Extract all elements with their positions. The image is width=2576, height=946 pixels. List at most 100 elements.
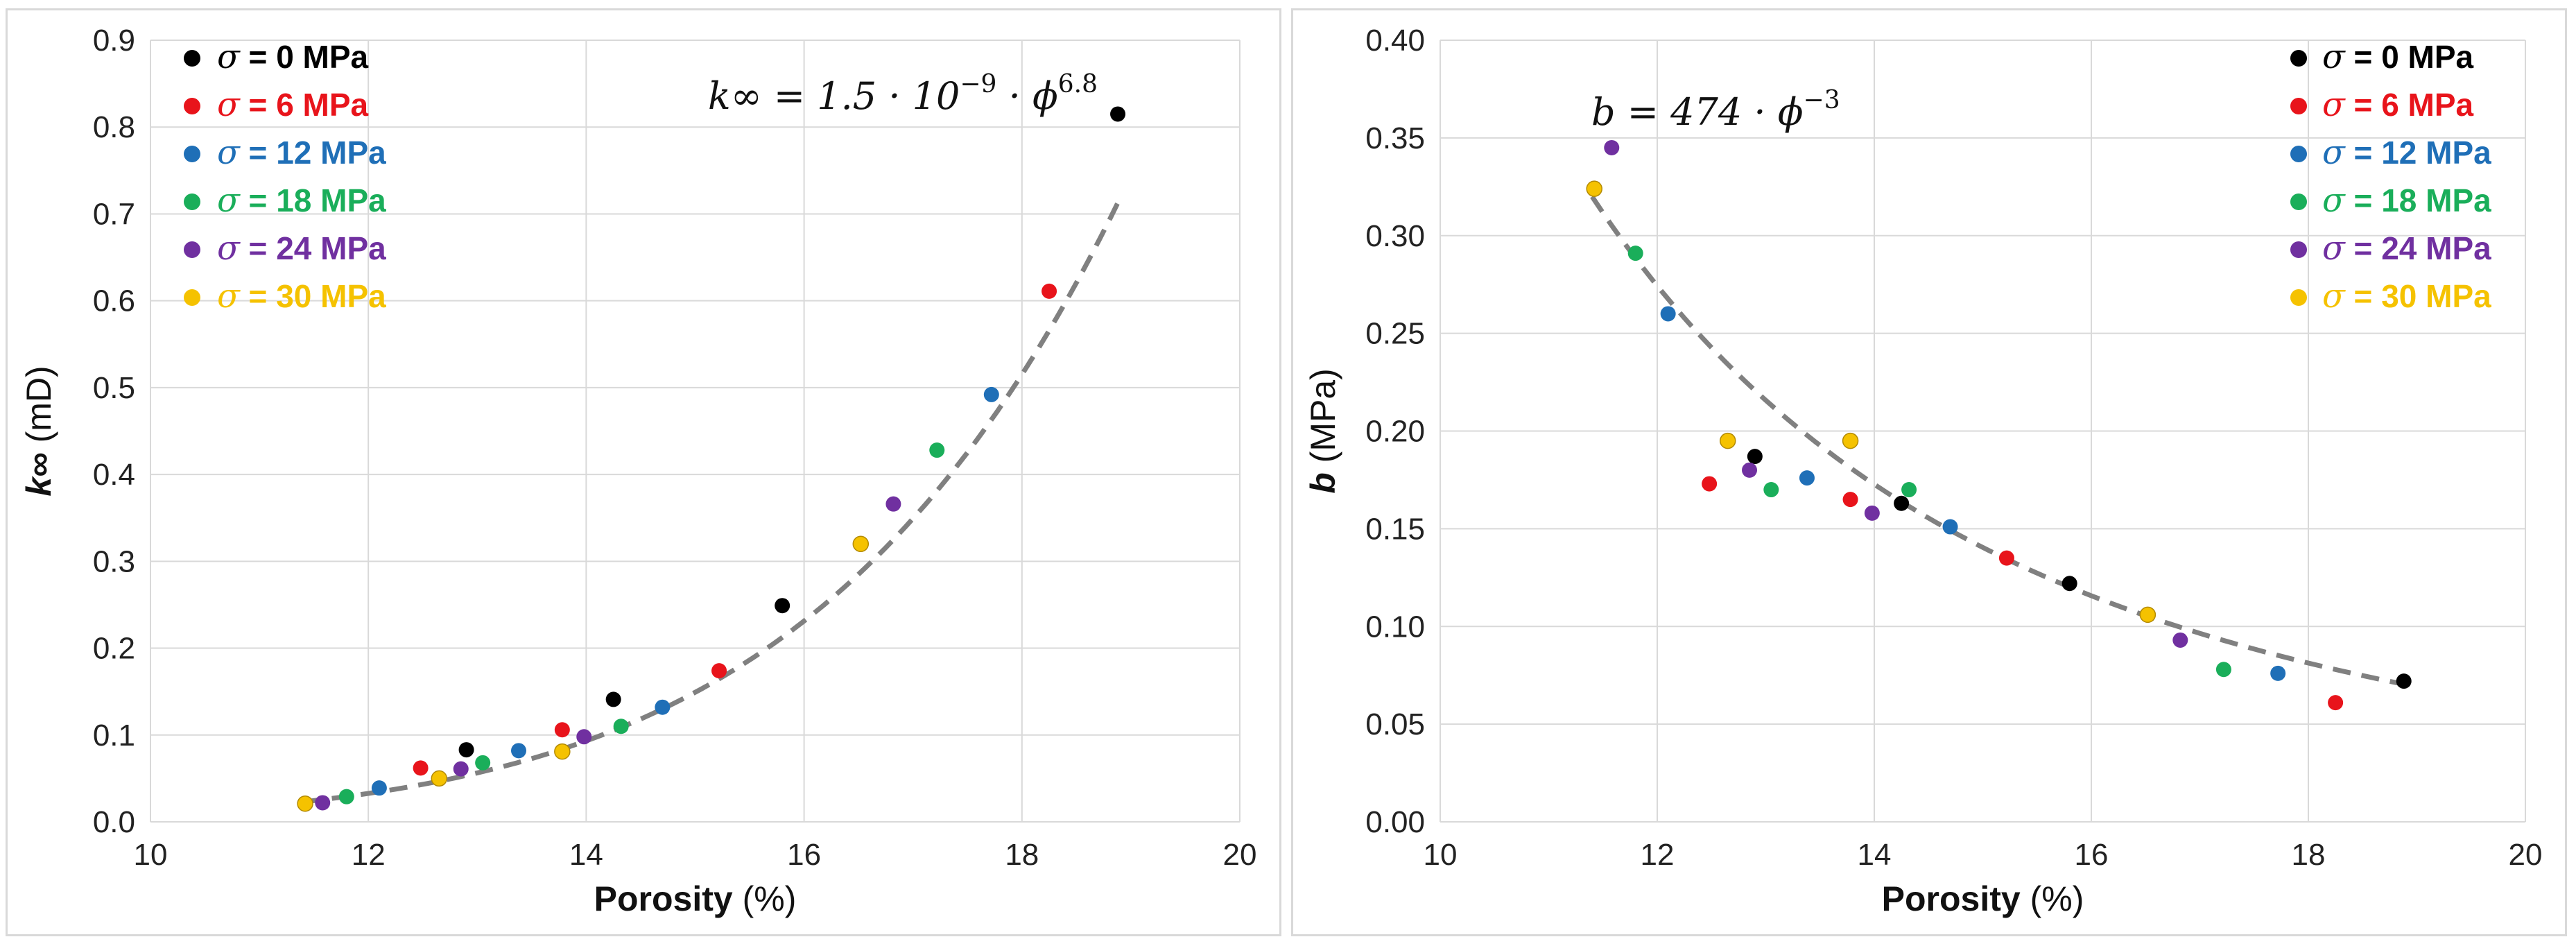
data-point (453, 761, 469, 777)
data-point (1763, 482, 1779, 498)
x-tick-label: 18 (2292, 838, 2326, 872)
y-axis-title-main: k∞ (19, 452, 58, 496)
data-point (1110, 106, 1126, 122)
data-point (2396, 673, 2412, 689)
legend-marker (184, 98, 200, 114)
legend-label: = 30 MPa (240, 278, 386, 314)
x-axis-title: Porosity (%) (594, 879, 797, 918)
legend-label: = 24 MPa (2345, 230, 2491, 266)
data-point (2328, 695, 2344, 711)
y-tick-label: 0.40 (1365, 24, 1425, 58)
legend-entry: σ = 12 MPa (2322, 133, 2491, 172)
chart-panel-permeability: 10 12 14 16 18 20 0.0 0.1 0.2 0.3 0.4 0.5 0.6 0.7 0.8 0… (6, 8, 1281, 936)
legend-entry: σ = 6 MPa (217, 85, 369, 124)
y-tick-label: 0.10 (1365, 610, 1425, 644)
data-point (2061, 576, 2077, 592)
data-point (613, 719, 629, 734)
x-tick-label: 18 (1005, 838, 1039, 872)
x-axis-title-unit: (%) (2021, 879, 2084, 918)
x-tick-label: 20 (1223, 838, 1257, 872)
data-point (1894, 495, 1910, 511)
series-5 (297, 535, 870, 812)
data-point (554, 743, 571, 760)
x-tick-label: 12 (352, 838, 386, 872)
legend-sigma: σ (2322, 181, 2346, 220)
data-point (413, 760, 429, 776)
data-point (2215, 662, 2231, 678)
x-tick-label: 12 (1641, 838, 1675, 872)
legend-sigma: σ (2322, 37, 2346, 76)
y-tick-label: 0.35 (1365, 121, 1425, 155)
legend-marker (184, 289, 200, 306)
legend-marker (2290, 98, 2307, 114)
x-tick-label: 16 (787, 838, 821, 872)
data-point (1586, 180, 1602, 197)
data-point (1627, 246, 1643, 261)
data-point (1842, 432, 1859, 449)
legend-marker (184, 146, 200, 162)
x-axis-title: Porosity (%) (1882, 879, 2084, 918)
x-tick-label: 16 (2075, 838, 2109, 872)
data-point (1747, 449, 1763, 465)
fit-equation: k∞ = 1.5 · 10−9 · ϕ6.8 (708, 70, 1098, 118)
y-axis-title-unit: (MPa) (1304, 368, 1342, 472)
data-point (1742, 462, 1758, 478)
data-point (1660, 306, 1676, 322)
legend-label: = 12 MPa (2345, 135, 2491, 171)
data-point (2139, 606, 2156, 624)
legend-label: = 24 MPa (240, 230, 386, 266)
legend-sigma: σ (217, 181, 241, 220)
legend-sigma: σ (2322, 133, 2346, 172)
legend-entry: σ = 30 MPa (217, 277, 386, 316)
y-tick-label: 0.15 (1365, 512, 1425, 546)
gridlines (150, 40, 1241, 823)
data-point (655, 699, 671, 715)
legend-marker (184, 194, 200, 210)
data-point (885, 496, 901, 512)
legend-entry: σ = 12 MPa (217, 133, 386, 172)
series-1 (413, 283, 1057, 776)
legend-marker (2290, 289, 2307, 306)
y-tick-label: 0.3 (93, 544, 135, 578)
legend-marker (2290, 194, 2307, 210)
legend-sigma: σ (217, 133, 241, 172)
x-axis-title-main: Porosity (1882, 879, 2021, 918)
series-3 (1627, 246, 2231, 678)
legend-label: = 18 MPa (2345, 182, 2491, 218)
legend-entry: σ = 6 MPa (2322, 85, 2474, 124)
series-3 (338, 442, 945, 805)
legend-marker (184, 241, 200, 258)
legend-sigma: σ (217, 277, 241, 316)
data-point (458, 742, 474, 758)
data-point (297, 795, 313, 812)
y-tick-label: 0.7 (93, 197, 135, 231)
data-point (983, 386, 999, 402)
legend-label: = 6 MPa (2345, 87, 2474, 123)
y-axis-title-main: b (1304, 472, 1342, 494)
legend-entry: σ = 0 MPa (217, 37, 369, 76)
legend-sigma: σ (2322, 85, 2346, 124)
data-point (1998, 550, 2014, 566)
legend-sigma: σ (217, 229, 241, 268)
legend-entry: σ = 30 MPa (2322, 277, 2491, 316)
y-tick-label: 0.25 (1365, 317, 1425, 351)
data-point (576, 729, 592, 745)
series-2 (1660, 306, 2286, 681)
data-point (1799, 470, 1815, 486)
data-point (2172, 632, 2188, 648)
legend-label: = 0 MPa (2345, 39, 2474, 75)
series-4 (1604, 139, 2188, 648)
legend-label: = 6 MPa (240, 87, 369, 123)
legend-sigma: σ (2322, 229, 2346, 268)
y-tick-label: 0.6 (93, 284, 135, 318)
y-axis-title-unit: (mD) (19, 366, 58, 452)
data-point (510, 743, 526, 759)
gridlines (1440, 40, 2526, 823)
x-tick-label: 20 (2509, 838, 2543, 872)
data-point (1864, 505, 1880, 521)
legend-entry: σ = 24 MPa (217, 229, 386, 268)
legend-marker (2290, 146, 2307, 162)
fit-equation: b = 474 · ϕ−3 (1591, 86, 1840, 134)
